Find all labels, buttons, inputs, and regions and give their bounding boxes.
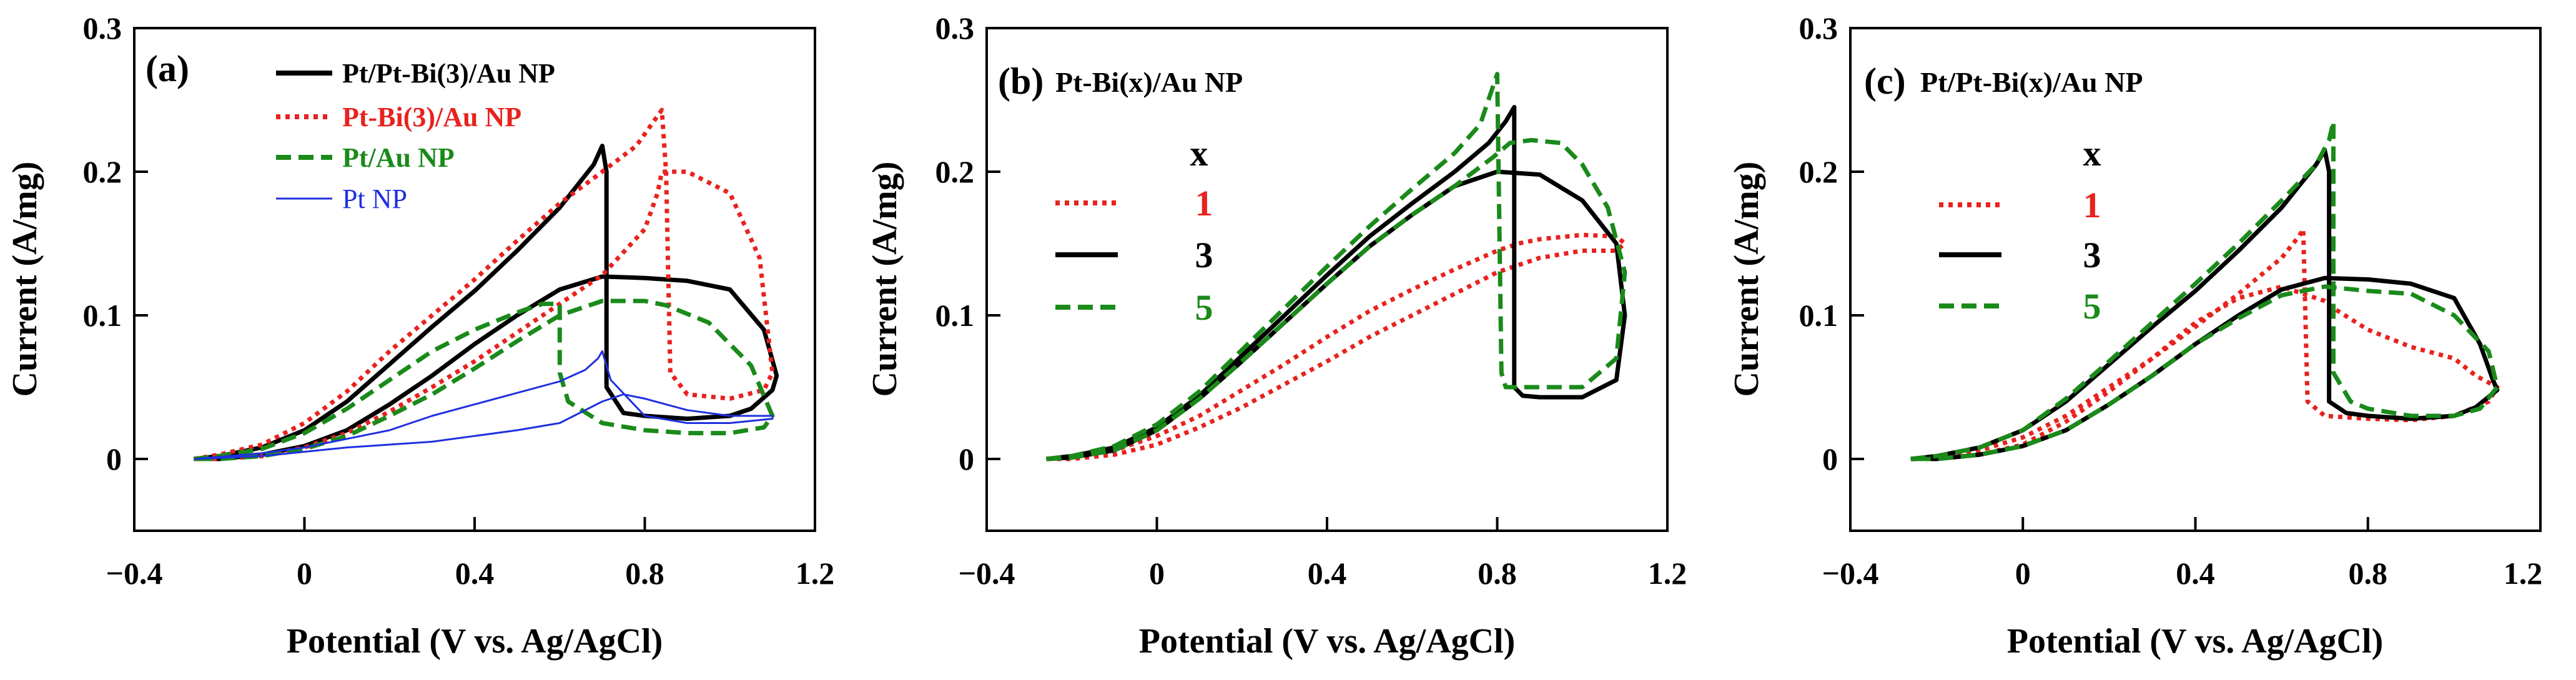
panel-a-xtick-label-0: 0 [297,556,312,591]
legend-b-label-1: 3 [1195,235,1213,275]
panel-a-ytick-label-0: 0 [106,441,122,476]
panel-c-series-0-line [1910,227,2500,461]
panel-a-series-3-line [194,350,774,460]
panel-a-xtick-label-04: 0.4 [455,556,495,591]
panel-c-ytick-label-03: 0.3 [1799,11,1838,46]
panel-b-ylabel: Current (A/mg) [866,162,904,397]
legend-c-label-2: 5 [2083,286,2101,327]
panel-b-xtick-label-m04: −0.4 [959,556,1015,591]
panel-c-xtick-label-0: 0 [2015,556,2031,591]
legend-b-title: x [1190,133,1208,174]
panel-a-xtick-label-m04: −0.4 [106,556,163,591]
panel-c-xtick-label-04: 0.4 [2176,556,2215,591]
panel-c-label: (c) [1864,61,1906,102]
panel-c-xtick-label-08: 0.8 [2349,556,2388,591]
panel-c-ticks [1849,27,2542,531]
panel-b-ytick-label-03: 0.3 [935,11,975,46]
panel-b-series-2-line [1046,72,1627,461]
panel-a-ylabel: Current (A/mg) [6,162,44,397]
panel-b-xtick-label-0: 0 [1149,556,1165,591]
panel-c-ytick-label-02: 0.2 [1799,154,1838,189]
panel-b-curves [1046,72,1627,461]
panel-c-series-2-line [1910,119,2500,461]
legend-a-label-1: Pt-Bi(3)/Au NP [342,102,521,132]
panel-a-ytick-label-03: 0.3 [83,11,122,46]
panel-a-label: (a) [146,48,189,89]
panel-b-series-0-line [1046,232,1627,461]
panel-a: −0.4 0 0.4 0.8 1.2 0 0.1 0.2 0.3 Potenti… [6,11,834,661]
legend-c-label-1: 3 [2083,235,2101,275]
panel-c-xlabel: Potential (V vs. Ag/AgCl) [2007,622,2384,661]
panel-b-xtick-label-12: 1.2 [1648,556,1687,591]
panel-a-ytick-label-01: 0.1 [83,298,122,333]
legend-b-label-2: 5 [1195,287,1213,328]
panel-a-legend: Pt/Pt-Bi(3)/Au NP Pt-Bi(3)/Au NP Pt/Au N… [276,58,555,214]
panel-c-xtick-label-12: 1.2 [2504,556,2543,591]
panel-c-ytick-label-0: 0 [1822,441,1838,476]
panel-c-ytick-label-01: 0.1 [1799,298,1838,333]
panel-b-series-1-line [1046,105,1627,461]
panel-b-legend: x 1 3 5 [1055,133,1213,328]
panel-a-xtick-label-08: 0.8 [625,556,664,591]
panel-c-xtick-label-m04: −0.4 [1822,556,1879,591]
panel-c-title: Pt/Pt-Bi(x)/Au NP [1920,66,2143,98]
legend-a-label-0: Pt/Pt-Bi(3)/Au NP [342,58,555,89]
panel-a-xtick-label-12: 1.2 [796,556,835,591]
panel-b-ytick-label-0: 0 [959,441,974,476]
panel-b-xtick-label-04: 0.4 [1308,556,1347,591]
panel-b-ticks [985,27,1669,531]
panel-c-ylabel: Current (A/mg) [1727,162,1766,397]
panel-b: −0.4 0 0.4 0.8 1.2 0 0.1 0.2 0.3 Potenti… [866,11,1687,661]
panel-a-series-2-line [194,298,775,461]
panel-a-xlabel: Potential (V vs. Ag/AgCl) [287,622,663,661]
legend-c-title: x [2083,133,2101,174]
panel-b-xlabel: Potential (V vs. Ag/AgCl) [1139,622,1516,661]
panel-b-ytick-label-02: 0.2 [935,154,975,189]
panel-b-title: Pt-Bi(x)/Au NP [1055,66,1243,98]
panel-b-ytick-label-01: 0.1 [935,298,975,333]
panel-b-label: (b) [998,61,1044,102]
panel-c-legend: x 1 3 5 [1939,133,2101,327]
legend-a-label-2: Pt/Au NP [342,142,455,173]
panel-c-curves [1910,119,2500,461]
panel-a-ticks [133,27,816,531]
panel-a-curves [193,107,779,461]
legend-c-label-0: 1 [2083,185,2101,225]
panel-a-ytick-label-02: 0.2 [83,154,122,189]
panel-a-series-1-line [193,107,775,461]
panel-c: −0.4 0 0.4 0.8 1.2 0 0.1 0.2 0.3 Potenti… [1727,11,2542,661]
panel-b-xtick-label-08: 0.8 [1478,556,1517,591]
legend-b-label-0: 1 [1195,183,1213,224]
legend-a-label-3: Pt NP [342,184,407,214]
panel-a-series-0-line [194,144,779,461]
